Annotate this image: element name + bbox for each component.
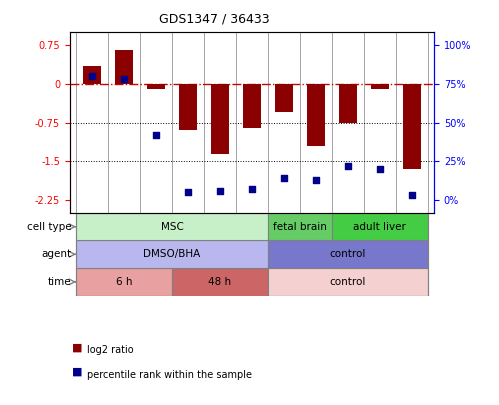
Text: control: control bbox=[330, 277, 366, 287]
Bar bbox=[76, 241, 268, 268]
Text: log2 ratio: log2 ratio bbox=[87, 345, 134, 355]
Bar bbox=[83, 66, 101, 84]
Point bbox=[184, 189, 192, 196]
Bar bbox=[76, 268, 172, 296]
Point bbox=[280, 175, 288, 181]
Bar bbox=[172, 268, 268, 296]
Text: GDS1347 / 36433: GDS1347 / 36433 bbox=[159, 12, 270, 25]
Bar bbox=[268, 241, 428, 268]
Point bbox=[312, 177, 320, 183]
Point bbox=[248, 186, 256, 192]
Bar bbox=[211, 84, 229, 153]
Text: fetal brain: fetal brain bbox=[273, 222, 327, 232]
Bar bbox=[179, 84, 197, 130]
Point bbox=[408, 192, 416, 198]
Bar bbox=[332, 213, 428, 241]
Bar bbox=[307, 84, 325, 146]
Text: 6 h: 6 h bbox=[116, 277, 132, 287]
Bar bbox=[243, 84, 261, 128]
Bar bbox=[275, 84, 293, 112]
Point bbox=[152, 132, 160, 138]
Text: time: time bbox=[48, 277, 71, 287]
Text: ■: ■ bbox=[72, 367, 83, 377]
Point bbox=[344, 163, 352, 169]
Bar bbox=[339, 84, 357, 123]
Bar bbox=[268, 213, 332, 241]
Point bbox=[376, 166, 384, 172]
Text: 48 h: 48 h bbox=[209, 277, 232, 287]
Bar bbox=[115, 51, 133, 84]
Text: cell type: cell type bbox=[27, 222, 71, 232]
Text: DMSO/BHA: DMSO/BHA bbox=[144, 249, 201, 259]
Text: MSC: MSC bbox=[161, 222, 184, 232]
Text: control: control bbox=[330, 249, 366, 259]
Text: adult liver: adult liver bbox=[353, 222, 406, 232]
Bar bbox=[268, 268, 428, 296]
Text: agent: agent bbox=[41, 249, 71, 259]
Bar bbox=[371, 84, 389, 89]
Bar bbox=[147, 84, 165, 89]
Point bbox=[120, 76, 128, 83]
Bar bbox=[76, 213, 268, 241]
Text: ■: ■ bbox=[72, 342, 83, 352]
Text: percentile rank within the sample: percentile rank within the sample bbox=[87, 370, 252, 379]
Point bbox=[216, 188, 224, 194]
Point bbox=[88, 73, 96, 79]
Bar bbox=[403, 84, 421, 169]
